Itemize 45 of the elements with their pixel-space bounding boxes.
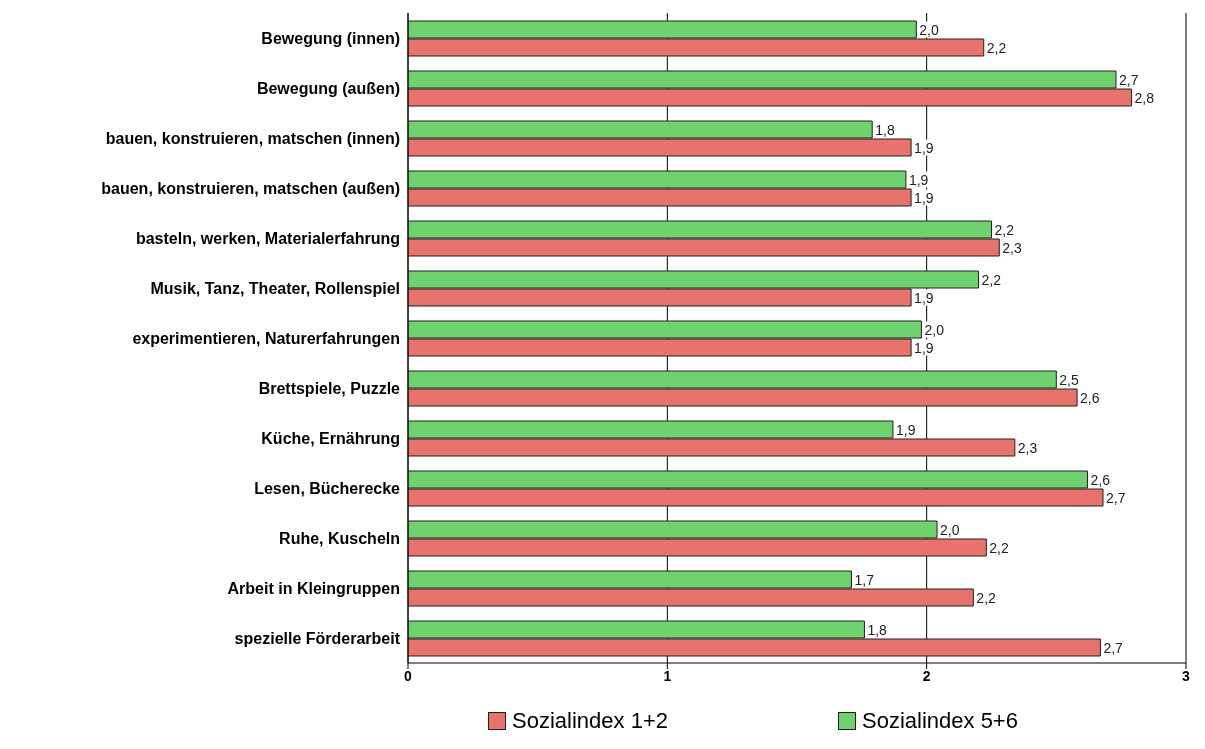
data-label: 1,9 [914,289,934,306]
data-label: 2,2 [986,39,1007,56]
data-label: 2,5 [1059,371,1080,388]
data-label: 1,9 [914,339,934,356]
legend-label: Sozialindex 5+6 [862,708,1018,734]
y-tick-label: Bewegung (außen) [256,79,400,97]
y-tick-label: Bewegung (innen) [261,29,400,47]
x-tick-label: 3 [1182,667,1191,684]
data-label: 2,2 [976,589,997,606]
data-label: 2,0 [924,321,945,338]
data-label: 2,8 [1134,89,1155,106]
y-tick-label: bauen, konstruieren, matschen (außen) [101,179,400,197]
x-tick-label: 0 [404,667,413,684]
data-label: 1,9 [895,421,916,438]
y-tick-label: Brettspiele, Puzzle [258,379,401,397]
y-tick-label: experimentieren, Naturerfahrungen [132,329,400,347]
data-label: 1,7 [854,571,875,588]
data-label: 2,3 [1017,439,1038,456]
y-tick-label: bauen, konstruieren, matschen (innen) [105,129,400,147]
data-label: 2,3 [1002,239,1022,256]
y-tick-label: Küche, Ernährung [261,429,400,447]
data-label: 2,0 [919,21,939,38]
y-tick-label: spezielle Förderarbeit [234,629,401,647]
x-tick-label: 2 [922,667,931,684]
data-label: 2,6 [1080,389,1100,406]
y-tick-label: Ruhe, Kuscheln [279,529,400,547]
x-tick-label: 1 [663,667,672,684]
data-label: 1,9 [914,189,934,206]
data-label: 1,8 [867,621,888,638]
data-label: 2,7 [1103,639,1124,656]
y-tick-label: Arbeit in Kleingruppen [227,579,400,597]
data-label: 2,2 [994,221,1015,238]
data-label: 2,2 [981,271,1002,288]
data-label: 1,8 [875,121,895,138]
data-label: 1,9 [914,139,934,156]
data-label: 1,9 [908,171,929,188]
y-tick-label: basteln, werken, Materialerfahrung [135,229,400,247]
data-label: 2,6 [1090,471,1111,488]
data-label: 2,7 [1106,489,1126,506]
data-label: 2,7 [1118,71,1139,88]
y-tick-label: Musik, Tanz, Theater, Rollenspiel [150,279,400,297]
data-label: 2,0 [940,521,960,538]
data-label: 2,2 [989,539,1009,556]
legend-label: Sozialindex 1+2 [512,708,668,734]
y-tick-label: Lesen, Bücherecke [254,479,401,497]
